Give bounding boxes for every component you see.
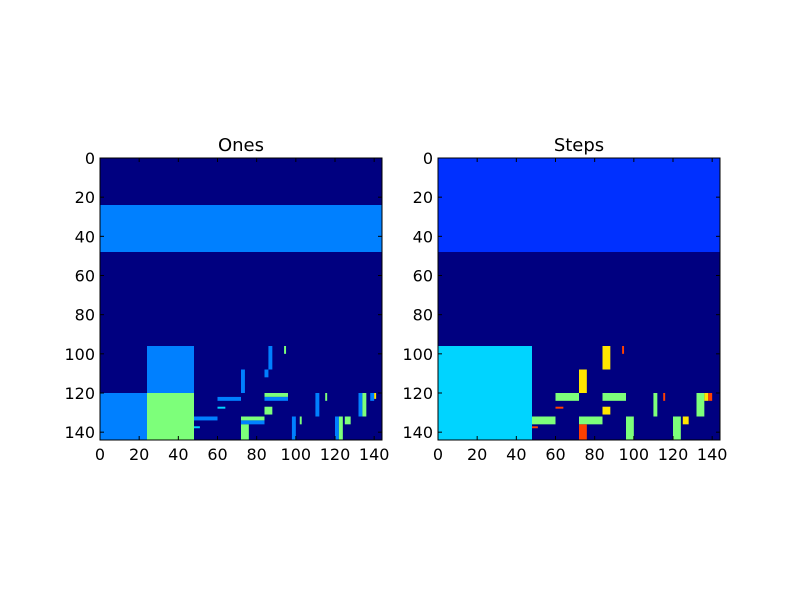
heatmap-cell-region [602,346,611,370]
heatmap-cell-region [532,426,538,429]
x-tick-label: 0 [433,445,443,464]
x-tick-label: 20 [129,445,149,464]
heatmap-cell-region [100,205,382,252]
heatmap-cell-region [532,416,556,425]
x-tick-label: 120 [320,445,351,464]
y-tick-label: 100 [402,345,433,364]
heatmap-cell-region [344,416,351,425]
heatmap-cell-region [663,393,666,401]
heatmap-cell-region [358,393,363,417]
x-tick-label: 100 [281,445,312,464]
y-tick-label: 40 [75,227,95,246]
heatmap-cell-region [284,346,287,354]
y-tick-label: 60 [75,267,95,286]
y-tick-label: 80 [413,306,433,325]
x-tick-label: 20 [467,445,487,464]
x-tick-label: 140 [359,445,390,464]
axes-frame [437,157,721,441]
x-tick-label: 80 [584,445,604,464]
heatmap-cell-region [241,420,265,425]
y-tick-label: 60 [413,267,433,286]
x-tick-label: 40 [168,445,188,464]
y-tick-label: 40 [413,227,433,246]
heatmap-cell-region [579,369,587,393]
heatmap-cell-region [555,406,564,409]
heatmap-cell-region [100,393,147,440]
heatmap-cell-region [335,416,339,440]
x-tick-label: 100 [619,445,650,464]
heatmap-cell-region [264,393,288,397]
heatmap-cell-region [673,416,681,440]
y-tick-label: 20 [75,188,95,207]
heatmap-image [438,158,720,440]
x-tick-label: 140 [697,445,728,464]
heatmap-cell-region [438,346,532,440]
y-tick-label: 0 [85,149,95,168]
heatmap-cell-region [622,346,625,354]
heatmap-cell-region [704,393,709,401]
y-tick-label: 120 [402,384,433,403]
heatmap-cell-region [217,406,226,409]
y-tick-label: 140 [64,423,95,442]
heatmap-cell-region [291,416,296,440]
y-tick-label: 20 [413,188,433,207]
heatmap-cell-region [325,393,328,401]
heatmap-cell-region [602,393,626,401]
y-tick-label: 140 [402,423,433,442]
heatmap-cell-region [194,416,218,421]
heatmap-cell-region [147,346,194,393]
heatmap-cell-region [338,416,343,440]
heatmap-cell-region [696,393,705,417]
heatmap-cell-region [241,369,245,393]
y-tick-label: 0 [423,149,433,168]
heatmap-cell-region [653,393,658,417]
x-tick-label: 120 [658,445,689,464]
x-tick-label: 40 [506,445,526,464]
y-tick-label: 80 [75,306,95,325]
x-tick-label: 60 [207,445,227,464]
heatmap-cell-region [217,396,241,401]
x-tick-label: 60 [545,445,565,464]
heatmap-cell-region [438,158,720,252]
heatmap-cell-region [579,424,587,440]
heatmap-cell-region [264,396,288,401]
heatmap-cell-region [682,416,689,425]
heatmap-cell-region [264,369,269,378]
heatmap-cell-region [602,406,611,415]
heatmap-cell-region [374,393,377,399]
heatmap-cell-region [299,416,302,425]
heatmap-cell-region [626,416,634,440]
heatmap-cell-region [147,393,194,440]
heatmap-cell-region [555,393,579,401]
chart-title: Steps [554,135,604,156]
heatmap-cell-region [362,393,367,417]
x-tick-label: 80 [246,445,266,464]
heatmap-cell-region [264,406,273,415]
heatmap-cell-region [194,426,200,429]
chart-title: Ones [218,135,264,156]
axes-frame [99,157,383,441]
heatmap-cell-region [241,424,249,440]
y-tick-label: 100 [64,345,95,364]
heatmap-cell-region [268,346,273,370]
y-tick-label: 120 [64,384,95,403]
heatmap-cell-region [370,393,375,401]
heatmap-cell-region [708,393,713,401]
heatmap-cell-region [241,416,265,421]
heatmap-cell-region [579,416,603,425]
heatmap-image [100,158,382,440]
x-tick-label: 0 [95,445,105,464]
heatmap-cell-region [315,393,320,417]
